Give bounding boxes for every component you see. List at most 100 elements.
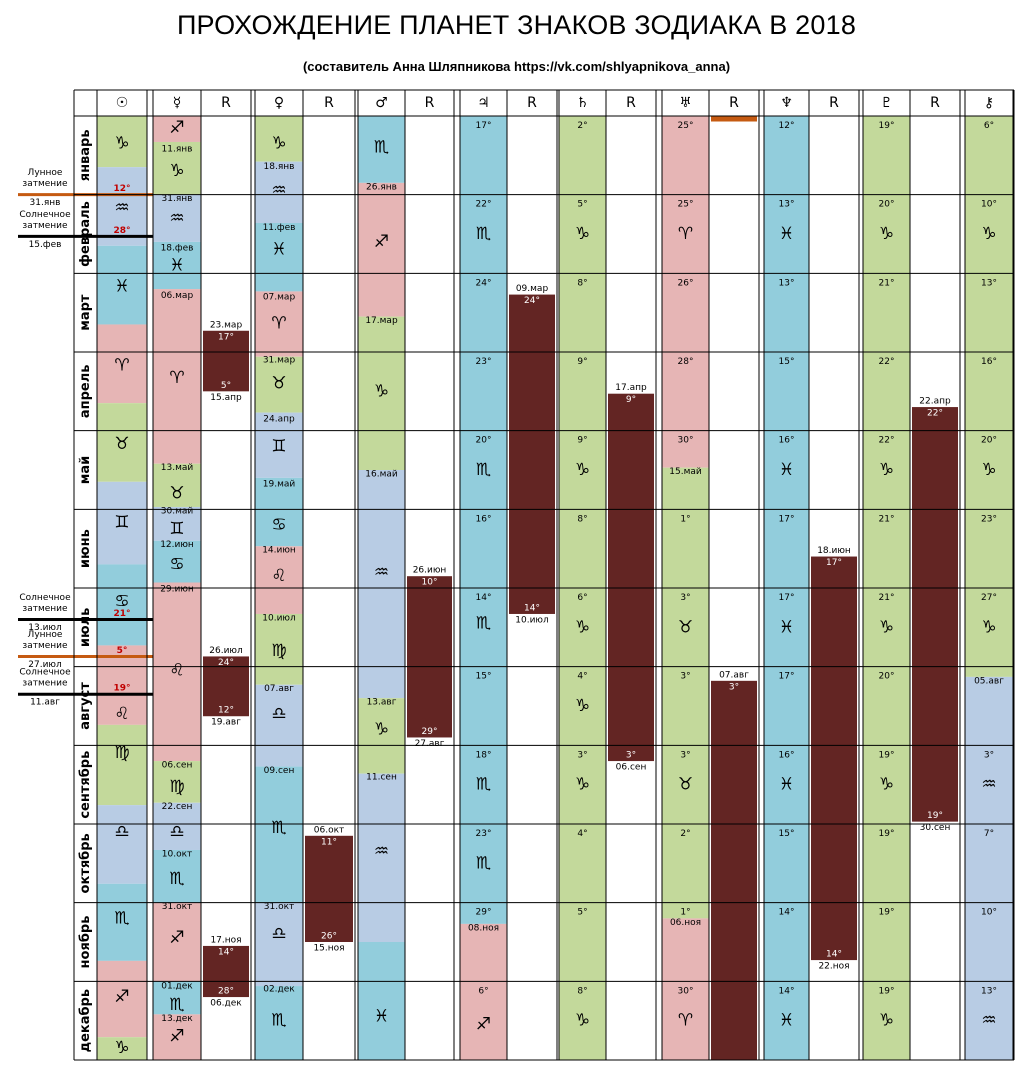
sign-glyph: ♓︎	[114, 277, 129, 297]
sign-glyph: ♈︎	[678, 224, 693, 244]
retrograde-bar	[407, 576, 452, 738]
degree-label: 6°	[984, 121, 994, 131]
sign-segment	[97, 403, 147, 482]
sign-glyph: ♑︎	[575, 617, 590, 637]
month-label: апрель	[78, 365, 93, 419]
retro-header: R	[829, 95, 839, 111]
retro-end-date: 15.апр	[210, 393, 242, 403]
month-label: сентябрь	[78, 751, 93, 819]
degree-label: 3°	[680, 672, 690, 682]
ingress-date: 11.янв	[162, 145, 193, 155]
planet-glyph: ♀︎	[274, 95, 284, 111]
ingress-date: 06.мар	[161, 291, 194, 301]
sign-segment	[255, 477, 303, 547]
sign-segment	[358, 942, 405, 1060]
month-label: август	[78, 682, 93, 730]
sign-glyph: ♐︎	[114, 987, 129, 1007]
degree-label: 4°	[577, 829, 587, 839]
sign-glyph: ♉︎	[169, 484, 184, 504]
ingress-date: 30.май	[161, 506, 194, 516]
retro-end-date: 22.ноя	[818, 962, 849, 972]
sign-glyph: ♓︎	[779, 1011, 794, 1031]
degree-label: 12°	[779, 121, 795, 131]
sign-segment	[153, 849, 201, 903]
sign-segment	[153, 981, 201, 1015]
degree-label: 20°	[476, 436, 492, 446]
sign-segment	[255, 356, 303, 413]
sign-segment	[97, 481, 147, 565]
degree-label: 26°	[678, 278, 694, 288]
retrograde-bar	[711, 116, 757, 122]
eclipse-label: затмение	[22, 179, 68, 189]
sign-segment	[358, 116, 405, 183]
sign-glyph: ♓︎	[779, 460, 794, 480]
ingress-date: 11.фев	[263, 223, 296, 233]
eclipse-label: Солнечное	[19, 593, 71, 603]
sign-glyph: ♑︎	[114, 134, 129, 154]
ingress-date: 11.сен	[366, 772, 397, 782]
degree-label: 1°	[680, 514, 690, 524]
eclipse-label: Солнечное	[19, 210, 71, 220]
eclipse-degree: 28°	[113, 226, 130, 236]
sign-glyph: ♑︎	[981, 617, 996, 637]
sign-glyph: ♏︎	[271, 1011, 286, 1031]
sign-glyph: ♓︎	[271, 240, 286, 260]
sign-segment	[153, 582, 201, 762]
ingress-date: 18.фев	[161, 244, 194, 254]
sign-segment	[255, 412, 303, 478]
degree-label: 13°	[779, 200, 795, 210]
sign-glyph: ♒︎	[114, 198, 129, 218]
retro-start-degree: 3°	[729, 682, 739, 692]
sign-segment	[965, 116, 1013, 677]
month-label: февраль	[78, 201, 93, 267]
retro-header: R	[324, 95, 334, 111]
retrograde-bar	[203, 945, 249, 998]
degree-label: 16°	[476, 514, 492, 524]
degree-label: 22°	[476, 200, 492, 210]
sign-glyph: ♑︎	[575, 224, 590, 244]
sign-glyph: ♑︎	[879, 775, 894, 795]
sign-glyph: ♑︎	[879, 224, 894, 244]
degree-label: 21°	[879, 514, 895, 524]
ingress-date: 22.сен	[162, 802, 193, 812]
sign-glyph: ♑︎	[374, 381, 389, 401]
sign-glyph: ♓︎	[779, 224, 794, 244]
sign-glyph: ♊︎	[169, 519, 184, 539]
sign-segment	[153, 194, 201, 242]
sign-glyph: ♏︎	[476, 853, 491, 873]
degree-label: 9°	[577, 436, 587, 446]
eclipse-label: затмение	[22, 604, 68, 614]
eclipse-label: Лунное	[28, 630, 63, 640]
sign-segment	[97, 960, 147, 1038]
sign-glyph: ♓︎	[169, 255, 184, 275]
sign-glyph: ♓︎	[779, 775, 794, 795]
sign-segment	[153, 802, 201, 850]
chart-subtitle: (составитель Анна Шляпникова https://vk.…	[302, 59, 731, 74]
retro-end-date: 06.сен	[616, 763, 647, 773]
degree-label: 14°	[476, 593, 492, 603]
sign-glyph: ♒︎	[981, 775, 996, 795]
planet-glyph: ⚷︎	[984, 95, 994, 111]
sign-glyph: ♑︎	[271, 134, 286, 154]
eclipse-date: 31.янв	[30, 198, 61, 208]
sign-glyph: ♉︎	[678, 617, 693, 637]
sign-segment	[153, 141, 201, 195]
degree-label: 17°	[779, 672, 795, 682]
retro-start-date: 26.июл	[209, 646, 243, 656]
sign-glyph: ♑︎	[981, 460, 996, 480]
sign-segment	[460, 116, 507, 924]
degree-label: 20°	[879, 200, 895, 210]
planet-glyph: ♅︎	[679, 95, 692, 111]
sign-glyph: ♎︎	[169, 822, 184, 842]
degree-label: 28°	[678, 357, 694, 367]
sign-glyph: ♑︎	[575, 696, 590, 716]
sign-segment	[358, 316, 405, 470]
degree-label: 3°	[680, 593, 690, 603]
sign-glyph: ♒︎	[374, 562, 389, 582]
sign-segment	[662, 467, 709, 919]
retro-end-degree: 29°	[422, 727, 438, 737]
retro-end-degree: 14°	[826, 950, 842, 960]
sign-segment	[460, 923, 507, 1060]
degree-label: 4°	[577, 672, 587, 682]
